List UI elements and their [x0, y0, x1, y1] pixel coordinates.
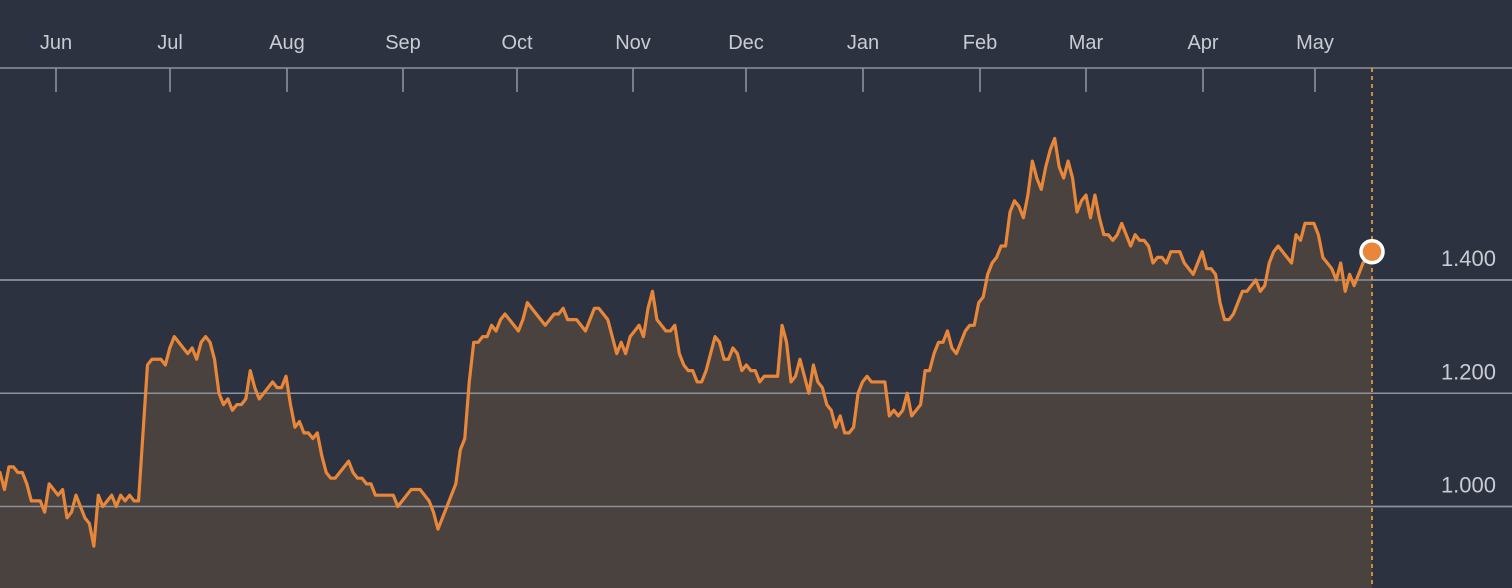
last-value-marker[interactable] — [1359, 238, 1385, 265]
area-layer — [0, 138, 1512, 588]
x-tick-label-apr: Apr — [1187, 32, 1218, 54]
x-tick-label-nov: Nov — [615, 32, 651, 54]
x-axis: Jun Jul Aug Sep Oct Nov Dec Jan Feb Mar Apr May — [0, 32, 1512, 92]
x-tick-label-aug: Aug — [269, 32, 305, 54]
x-tick-label-dec: Dec — [728, 32, 764, 54]
x-tick-label-oct: Oct — [501, 32, 533, 54]
x-tick-label-jun: Jun — [40, 32, 72, 54]
x-tick-label-jan: Jan — [847, 32, 879, 54]
x-tick-label-feb: Feb — [963, 32, 997, 54]
x-tick-label-sep: Sep — [385, 32, 421, 54]
line-layer — [0, 136, 1374, 548]
series-area — [0, 138, 1372, 588]
x-tick-label-jul: Jul — [157, 32, 183, 54]
y-axis-labels: 1.000 1.200 1.400 — [1441, 246, 1496, 498]
y-tick-label: 1.400 — [1441, 246, 1496, 271]
x-tick-label-mar: Mar — [1069, 32, 1104, 54]
y-tick-label: 1.200 — [1441, 359, 1496, 384]
x-tick-label-may: May — [1296, 32, 1334, 54]
y-tick-label: 1.000 — [1441, 473, 1496, 498]
cursor-layer — [1359, 68, 1385, 588]
series-line — [0, 136, 1374, 548]
